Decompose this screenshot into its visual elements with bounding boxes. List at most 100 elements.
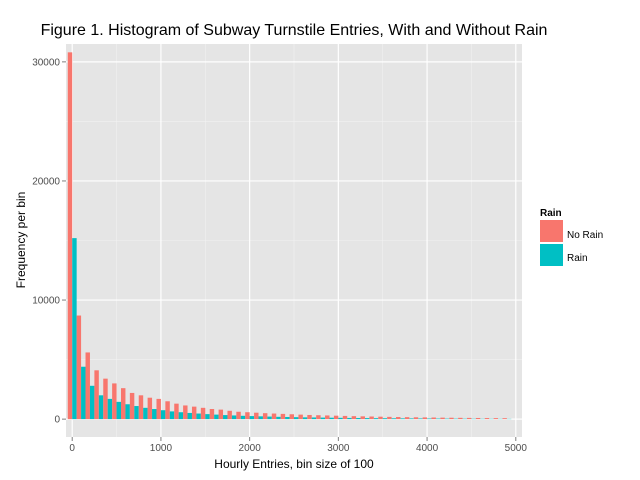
bar-no-rain (280, 413, 286, 420)
y-axis-ticks: 0 10000 20000 30000 (32, 57, 66, 426)
x-tick-label: 3000 (327, 443, 350, 454)
x-axis-ticks: 0 1000 2000 3000 4000 5000 (69, 437, 527, 454)
bar-rain (347, 417, 352, 420)
bar-no-rain (413, 417, 419, 420)
x-tick-label: 4000 (416, 443, 439, 454)
bar-no-rain (502, 418, 507, 420)
bar-no-rain (147, 397, 153, 420)
legend-label-rain: Rain (567, 253, 588, 264)
x-tick-label: 5000 (505, 443, 528, 454)
legend-label-no-rain: No Rain (567, 230, 603, 241)
bar-no-rain (254, 412, 259, 420)
bar-no-rain (245, 412, 250, 420)
bar-rain (143, 407, 148, 420)
bar-rain (267, 416, 272, 420)
bar-rain (107, 398, 113, 420)
y-tick-label: 10000 (32, 296, 60, 307)
bar-no-rain (422, 417, 428, 420)
bar-rain (311, 417, 317, 420)
bar-rain (276, 416, 281, 420)
bar-no-rain (103, 378, 108, 420)
bar-rain (373, 418, 379, 420)
legend-title: Rain (540, 208, 562, 219)
bar-no-rain (183, 405, 188, 420)
bar-rain (89, 385, 95, 420)
bar-no-rain (316, 415, 321, 420)
bar-rain (302, 417, 308, 420)
bar-rain (391, 418, 397, 420)
bars (67, 52, 512, 420)
bar-rain (320, 417, 326, 420)
bar-rain (187, 412, 192, 420)
bar-rain (329, 417, 334, 420)
bar-no-rain (484, 418, 490, 420)
bar-rain (178, 412, 184, 420)
bar-no-rain (76, 315, 82, 420)
bar-no-rain (360, 416, 365, 420)
bar-rain (72, 238, 77, 420)
bar-no-rain (466, 417, 472, 420)
bar-rain (444, 418, 450, 420)
chart-title: Figure 1. Histogram of Subway Turnstile … (41, 22, 548, 39)
bar-no-rain (298, 414, 303, 420)
y-tick-label: 20000 (32, 176, 60, 187)
bar-no-rain (431, 417, 436, 420)
bar-rain (285, 416, 290, 420)
bar-no-rain (236, 411, 241, 420)
minor-gridlines (66, 44, 522, 437)
bar-rain (160, 410, 166, 420)
legend-swatch-no-rain (540, 220, 563, 242)
bar-rain (382, 418, 388, 420)
bar-no-rain (396, 417, 401, 420)
bar-rain (125, 404, 130, 420)
bar-rain (240, 415, 246, 420)
bar-rain (249, 416, 255, 420)
bar-no-rain (165, 401, 170, 420)
x-tick-label: 1000 (150, 443, 173, 454)
bar-no-rain (138, 395, 144, 420)
bar-rain (116, 401, 122, 420)
bar-rain (435, 418, 441, 420)
bar-rain (81, 366, 86, 420)
bar-no-rain (67, 52, 73, 420)
bar-rain (223, 415, 228, 420)
bar-no-rain (209, 409, 215, 420)
bar-rain (196, 413, 201, 420)
bar-rain (169, 411, 175, 420)
bar-no-rain (351, 416, 357, 420)
bar-rain (427, 418, 432, 420)
bar-no-rain (129, 392, 135, 420)
bar-no-rain (378, 416, 383, 420)
bar-no-rain (493, 418, 499, 420)
y-tick-label: 0 (54, 415, 60, 426)
bar-no-rain (387, 416, 392, 420)
bar-no-rain (191, 406, 197, 420)
bar-no-rain (325, 415, 330, 420)
bar-rain (231, 415, 237, 420)
bar-rain (205, 414, 210, 420)
x-tick-label: 2000 (239, 443, 262, 454)
bar-rain (134, 406, 139, 420)
y-tick-label: 30000 (32, 57, 60, 68)
bar-rain (338, 417, 343, 420)
bar-no-rain (174, 403, 179, 420)
bar-rain (294, 417, 299, 420)
y-axis-label: Frequency per bin (14, 192, 28, 289)
bar-no-rain (342, 415, 348, 420)
bar-no-rain (307, 414, 312, 420)
bar-no-rain (262, 413, 268, 420)
legend-swatch-rain (540, 244, 563, 266)
bar-no-rain (449, 417, 454, 420)
bar-rain (152, 409, 157, 420)
bar-no-rain (369, 416, 374, 420)
x-axis-label: Hourly Entries, bin size of 100 (214, 457, 374, 471)
bar-no-rain (156, 398, 161, 420)
bar-no-rain (404, 417, 410, 420)
bar-rain (418, 418, 423, 420)
legend: Rain No Rain Rain (540, 208, 603, 266)
bar-rain (364, 418, 370, 420)
bar-no-rain (227, 410, 232, 420)
bar-no-rain (475, 417, 481, 420)
bar-rain (98, 395, 104, 420)
bar-no-rain (458, 417, 463, 420)
